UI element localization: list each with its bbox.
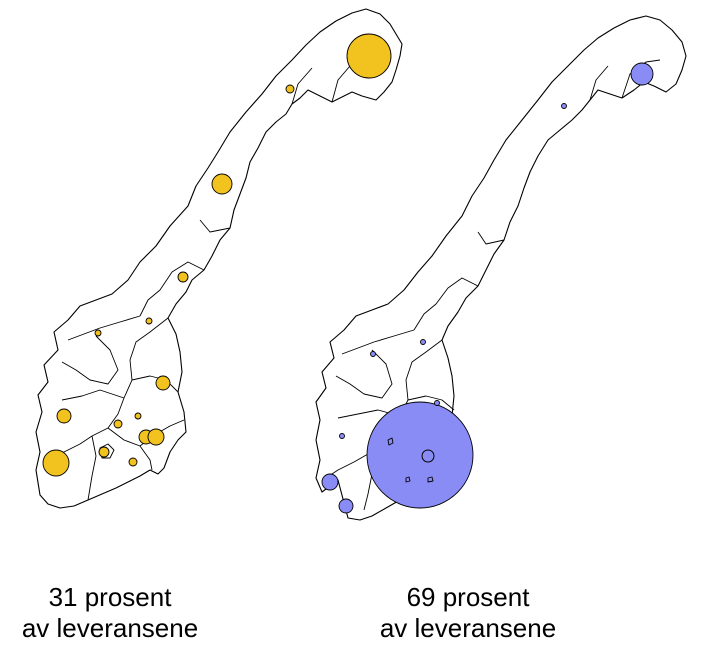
map-left-bubbles: [42, 33, 392, 477]
bubble-telemark-left: [98, 446, 110, 458]
map-right-bubbles: [321, 62, 654, 514]
caption-left: 31 prosent av leveransene: [10, 582, 210, 644]
map-left-county-borders: [49, 61, 369, 501]
bubble-agder-right: [338, 498, 354, 514]
oslo-outline-right: [421, 449, 435, 463]
bubble-sortrondelag-left: [145, 317, 153, 325]
caption-left-line1: 31 prosent: [48, 582, 172, 612]
bubble-hedmark-left: [155, 375, 171, 391]
bubble-moreromsdal-left: [94, 329, 102, 337]
caption-right-line1: 69 prosent: [406, 582, 530, 612]
bubble-rogaland-right: [321, 473, 339, 491]
small-county-outline-2: [405, 476, 411, 483]
bubble-ostlandet-right: [366, 401, 474, 509]
bubble-more-right: [370, 351, 376, 357]
small-county-outline-3: [427, 476, 434, 483]
bubble-hedmark-right: [434, 400, 440, 406]
caption-right-line2: av leveransene: [379, 613, 557, 643]
map-left-norway-outline: [35, 8, 403, 509]
bubble-buskerud-left: [113, 419, 123, 429]
caption-right: 69 prosent av leveransene: [368, 582, 568, 644]
bubble-troms-left: [285, 84, 295, 94]
bubble-trondelag-right: [420, 339, 426, 345]
small-county-outline-1: [387, 437, 394, 446]
map-right: [315, 15, 687, 521]
bubble-finnmark-left: [346, 33, 392, 79]
bubble-finnmark-right: [630, 62, 654, 86]
bubble-nordtrondelag-left: [177, 271, 189, 283]
map-right-inner-outlines: [387, 437, 435, 483]
bubble-ostfold-left: [147, 428, 165, 446]
bubble-hordaland-right: [339, 433, 345, 439]
bubble-hordaland-left: [56, 408, 72, 424]
bubble-nordland-left: [211, 173, 233, 195]
caption-left-line2: av leveransene: [21, 613, 199, 643]
bubble-rogaland-left: [42, 449, 70, 477]
map-left: [35, 8, 403, 509]
map-right-norway-outline: [315, 15, 687, 521]
bubble-oppland-left: [134, 412, 142, 420]
bubble-troms-right: [561, 103, 567, 109]
bubble-vestfold-left: [128, 457, 138, 467]
